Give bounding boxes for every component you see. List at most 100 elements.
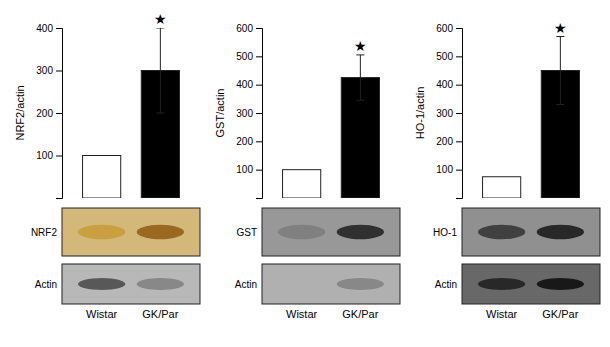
blot-label: Actin [235,279,257,290]
y-tick-label: 500 [436,51,453,62]
y-tick-mark [256,170,262,171]
annotation: ★ [554,20,567,36]
category-label: Wistar [286,308,318,320]
y-tick-label: 400 [436,79,453,90]
blot-band [478,278,525,290]
y-tick-mark [56,71,62,72]
y-tick-label: 400 [236,79,253,90]
y-tick-mark [256,28,262,29]
y-tick: 500 [236,51,262,62]
blot-band [78,278,125,290]
y-tick-mark [456,28,462,29]
panel: 100200300400500600GST/actin★GSTActinWist… [214,23,400,320]
y-tick-mark [256,113,262,114]
blot [62,208,200,256]
blot-label: GST [236,227,257,238]
blot-band [337,225,384,239]
y-tick-mark [256,141,262,142]
y-tick-label: 100 [236,164,253,175]
category-label: Wistar [86,308,118,320]
y-tick: 200 [36,108,62,119]
y-axis-line [456,29,463,199]
y-tick-mark [56,113,62,114]
blot [462,208,600,256]
error-bar [156,28,164,113]
error-cap [156,113,164,114]
y-axis: 100 200 300 400 [36,23,62,199]
y-tick-label: 500 [236,51,253,62]
blot-label: HO-1 [433,227,457,238]
blot-band [137,225,184,239]
y-tick-label: 100 [436,164,453,175]
blot-background [62,264,200,304]
blot [262,264,400,304]
category-label: Wistar [486,308,518,320]
y-tick-label: 600 [436,23,453,34]
y-tick-label: 400 [36,23,53,34]
y-tick: 100 [36,150,62,161]
blot-band [137,278,184,290]
y-tick: 500 [436,51,462,62]
y-tick-mark [56,156,62,157]
y-tick-mark [456,141,462,142]
figure: 100 200 300 400 NRF2/actin ★ NRF2 Actin Wistar GK… [0,0,610,347]
y-tick-mark [256,56,262,57]
y-tick: 400 [436,79,462,90]
plot-area [283,55,380,198]
y-tick: 300 [36,65,62,76]
y-tick-mark [456,85,462,86]
error-line [160,28,161,113]
blot-band [78,225,125,239]
error-line [360,55,361,100]
y-tick-label: 300 [236,108,253,119]
y-axis-title: HO-1/actin [414,87,426,140]
annotation: ★ [354,38,367,54]
y-tick-mark [56,28,62,29]
y-tick: 400 [236,79,262,90]
plot-area [83,28,180,198]
blot-band [337,278,384,290]
annotation: ★ [154,11,167,27]
error-cap [356,54,364,55]
blot-label: NRF2 [31,227,58,238]
bar [483,177,521,198]
y-tick-label: 300 [36,65,53,76]
y-axis-line [256,29,263,199]
blot-background [462,264,600,304]
y-axis-title: NRF2/actin [14,85,26,140]
y-tick: 400 [36,23,62,34]
panel: 100 200 300 400 NRF2/actin ★ NRF2 Actin Wistar GK… [14,11,200,320]
blot-background [262,264,400,304]
category-label: GK/Par [542,308,578,320]
y-tick: 600 [236,23,262,34]
bar [283,170,321,198]
blot-label: Actin [435,279,457,290]
y-tick-label: 200 [36,108,53,119]
plot-area [483,37,580,199]
error-cap [356,100,364,101]
blot-background [462,208,600,256]
blot-band [537,278,584,290]
blot [262,208,400,256]
error-cap [156,28,164,29]
y-tick-mark [456,113,462,114]
y-tick-label: 100 [36,150,53,161]
y-tick: 200 [436,136,462,147]
blot [62,264,200,304]
error-bar [556,37,564,105]
category-label: GK/Par [142,308,178,320]
blot-background [262,208,400,256]
y-tick: 300 [436,108,462,119]
y-tick-mark [256,85,262,86]
y-tick: 100 [436,164,462,175]
y-tick-label: 200 [436,136,453,147]
y-tick-label: 300 [436,108,453,119]
y-tick: 100 [236,164,262,175]
y-tick-mark [456,170,462,171]
bar [83,156,121,199]
blot-band [537,225,584,239]
y-tick: 300 [236,108,262,119]
y-tick-mark [456,56,462,57]
y-tick-label: 200 [236,136,253,147]
blot-label: Actin [35,279,57,290]
